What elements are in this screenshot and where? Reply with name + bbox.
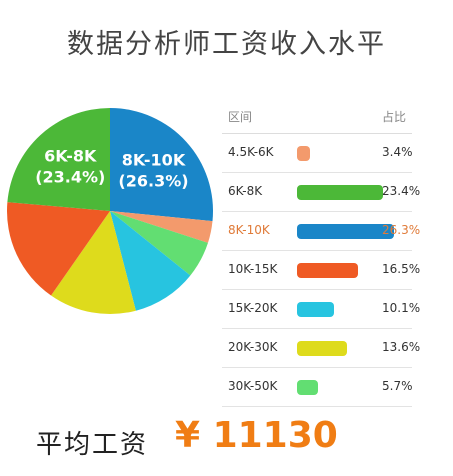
pie-slice-6k-8k	[7, 108, 111, 211]
legend-row-15k-20k: 15K-20K 10.1%	[222, 290, 420, 329]
average-salary-value: ¥ 11130	[175, 415, 338, 456]
table-header-share: 占比	[382, 110, 407, 124]
legend-bar	[297, 380, 319, 395]
legend-range: 20K-30K	[228, 340, 278, 354]
legend-percent: 23.4%	[382, 184, 421, 198]
legend-row-8k-10k: 8K-10K 26.3%	[222, 212, 420, 251]
legend-bar	[297, 185, 384, 200]
legend-row-6k-8k: 6K-8K 23.4%	[222, 173, 420, 212]
legend-bar	[297, 263, 358, 278]
legend-percent: 16.5%	[382, 262, 421, 276]
table-header-divider	[222, 133, 412, 134]
table-header-range: 区间	[228, 110, 253, 124]
pie-label-8k-10k-range: 8K-10K	[122, 151, 186, 170]
legend-bar	[297, 146, 310, 161]
page-title: 数据分析师工资收入水平	[67, 29, 386, 60]
legend-percent: 10.1%	[382, 301, 421, 315]
average-salary-label: 平均工资	[36, 430, 149, 460]
pie-slice-15k-20k	[110, 211, 191, 311]
pie-label-8k-10k-pct: (26.3%)	[118, 172, 188, 191]
legend-range: 30K-50K	[228, 379, 278, 393]
pie-label-6k-8k-range: 6K-8K	[44, 147, 97, 166]
legend-range: 15K-20K	[228, 301, 278, 315]
legend-row-30k-50k: 30K-50K 5.7%	[222, 368, 413, 407]
pie-slice-8k-10k	[110, 108, 213, 222]
legend-percent: 3.4%	[382, 145, 413, 159]
legend-percent: 26.3%	[382, 223, 421, 237]
legend-row-10k-15k: 10K-15K 16.5%	[222, 251, 420, 290]
legend-row-20k-30k: 20K-30K 13.6%	[222, 329, 420, 368]
pie-slice-4.5k-6k	[110, 211, 213, 243]
legend-percent: 5.7%	[382, 379, 413, 393]
pie-slice-10k-15k	[6, 202, 110, 296]
legend-range: 8K-10K	[228, 223, 270, 237]
legend-row-4.5k-6k: 4.5K-6K 3.4%	[222, 134, 413, 173]
legend-bar	[297, 302, 335, 317]
legend-percent: 13.6%	[382, 340, 421, 354]
legend-range: 6K-8K	[228, 184, 263, 198]
legend-range: 4.5K-6K	[228, 145, 274, 159]
legend-bar	[297, 224, 394, 239]
legend-range: 10K-15K	[228, 262, 278, 276]
pie-slice-20k-30k	[51, 211, 136, 314]
legend-bar	[297, 341, 348, 356]
pie-label-6k-8k-pct: (23.4%)	[35, 168, 105, 187]
pie-slice-30k-50k	[110, 211, 208, 276]
